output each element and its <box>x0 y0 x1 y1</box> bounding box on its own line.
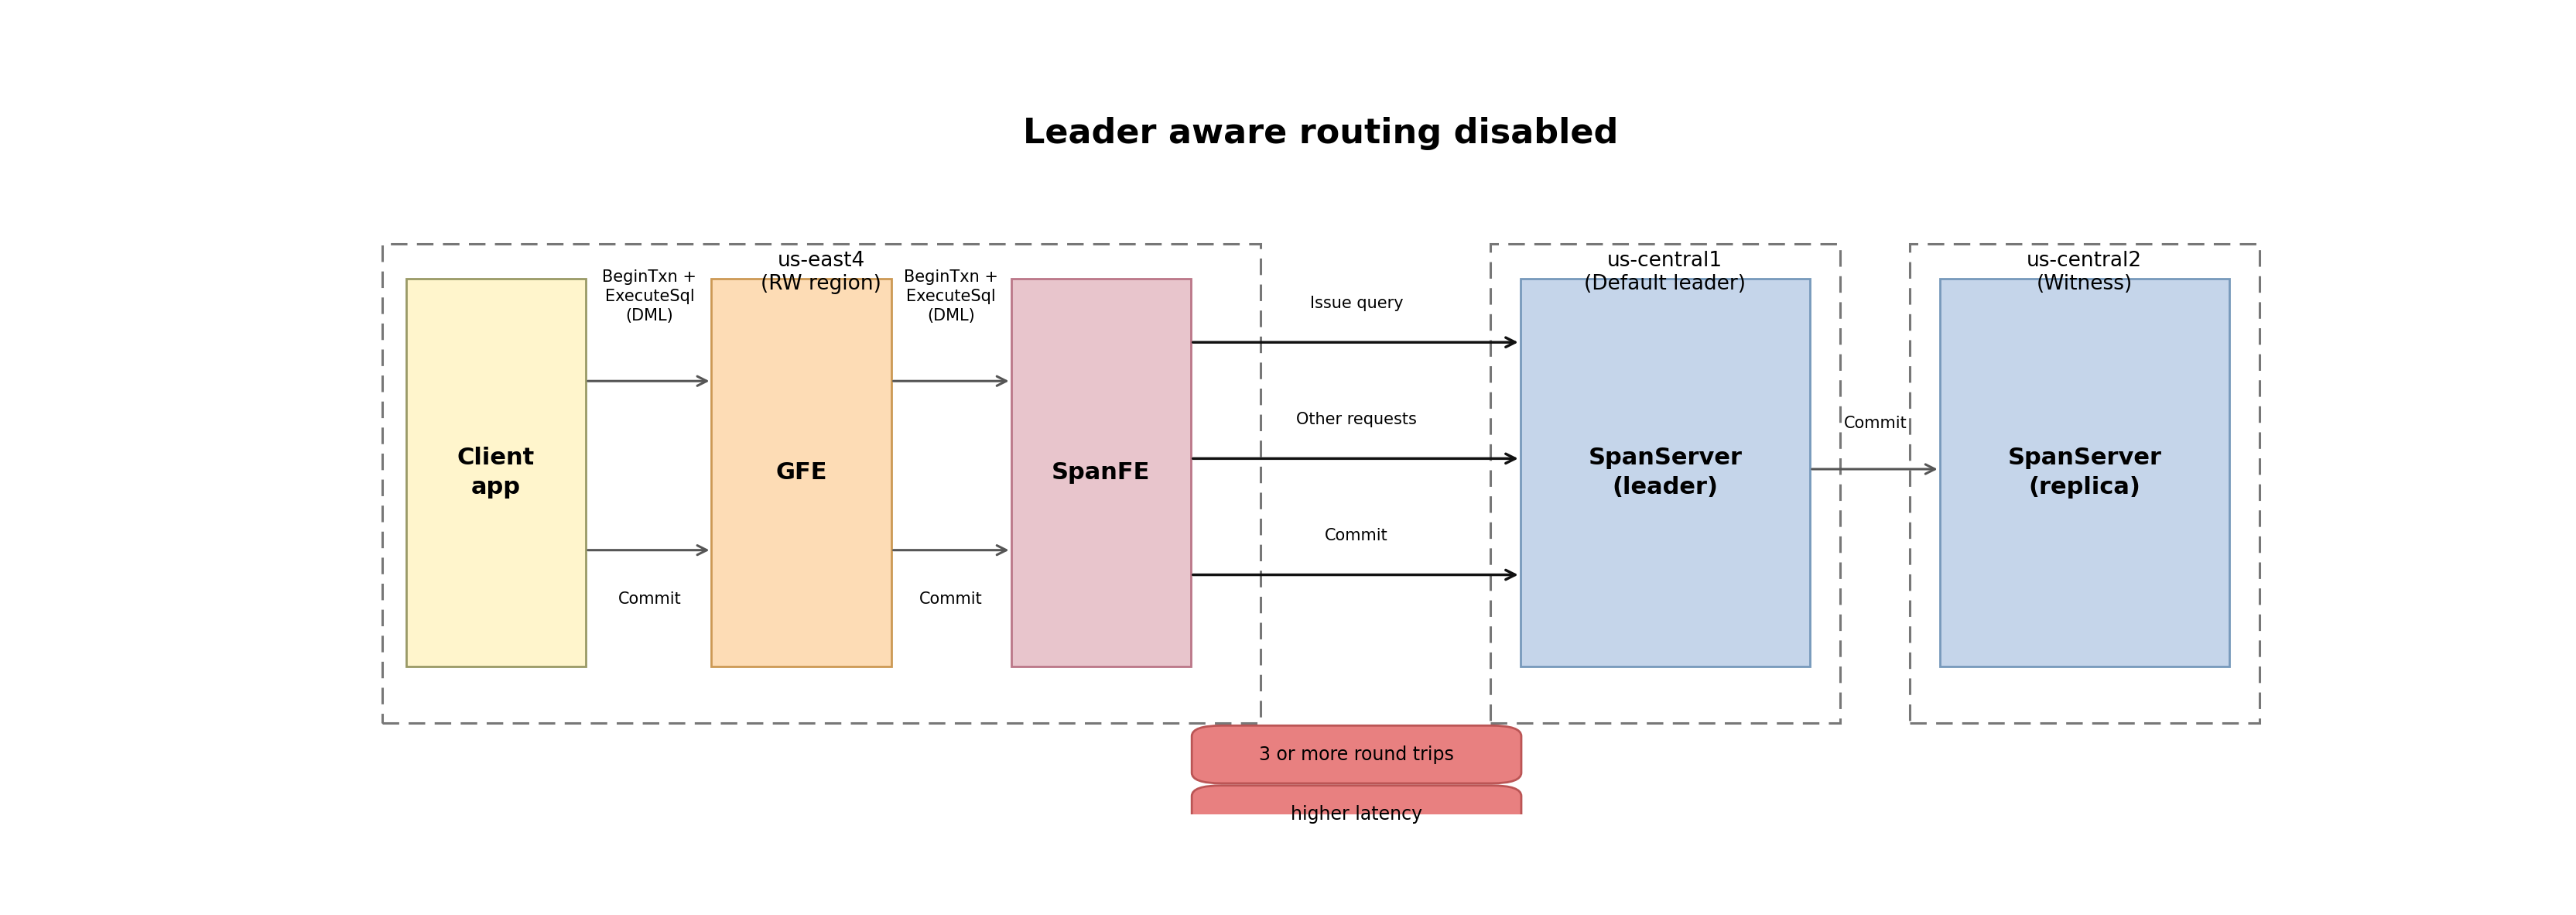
Text: SpanServer
(replica): SpanServer (replica) <box>2007 447 2161 499</box>
Text: Other requests: Other requests <box>1296 412 1417 427</box>
FancyBboxPatch shape <box>1010 279 1190 666</box>
FancyBboxPatch shape <box>407 279 585 666</box>
Text: Leader aware routing disabled: Leader aware routing disabled <box>1023 117 1618 150</box>
FancyBboxPatch shape <box>711 279 891 666</box>
Text: 3 or more round trips: 3 or more round trips <box>1260 745 1453 764</box>
Text: SpanServer
(leader): SpanServer (leader) <box>1587 447 1741 499</box>
Text: BeginTxn +
ExecuteSql
(DML): BeginTxn + ExecuteSql (DML) <box>603 270 696 323</box>
Text: higher latency: higher latency <box>1291 805 1422 824</box>
Text: Issue query: Issue query <box>1309 296 1404 311</box>
Text: SpanFE: SpanFE <box>1051 461 1149 484</box>
Text: BeginTxn +
ExecuteSql
(DML): BeginTxn + ExecuteSql (DML) <box>904 270 997 323</box>
Text: Commit: Commit <box>1844 415 1906 431</box>
Text: Commit: Commit <box>1324 528 1388 544</box>
Text: us-central2
(Witness): us-central2 (Witness) <box>2027 251 2141 294</box>
FancyBboxPatch shape <box>1940 279 2228 666</box>
FancyBboxPatch shape <box>1193 785 1520 844</box>
Text: Commit: Commit <box>920 592 981 608</box>
Text: GFE: GFE <box>775 461 827 484</box>
Text: us-east4
(RW region): us-east4 (RW region) <box>760 251 881 294</box>
FancyBboxPatch shape <box>1520 279 1808 666</box>
Text: us-central1
(Default leader): us-central1 (Default leader) <box>1584 251 1747 294</box>
Text: Commit: Commit <box>618 592 680 608</box>
FancyBboxPatch shape <box>1193 726 1520 783</box>
Text: Client
app: Client app <box>456 447 533 499</box>
